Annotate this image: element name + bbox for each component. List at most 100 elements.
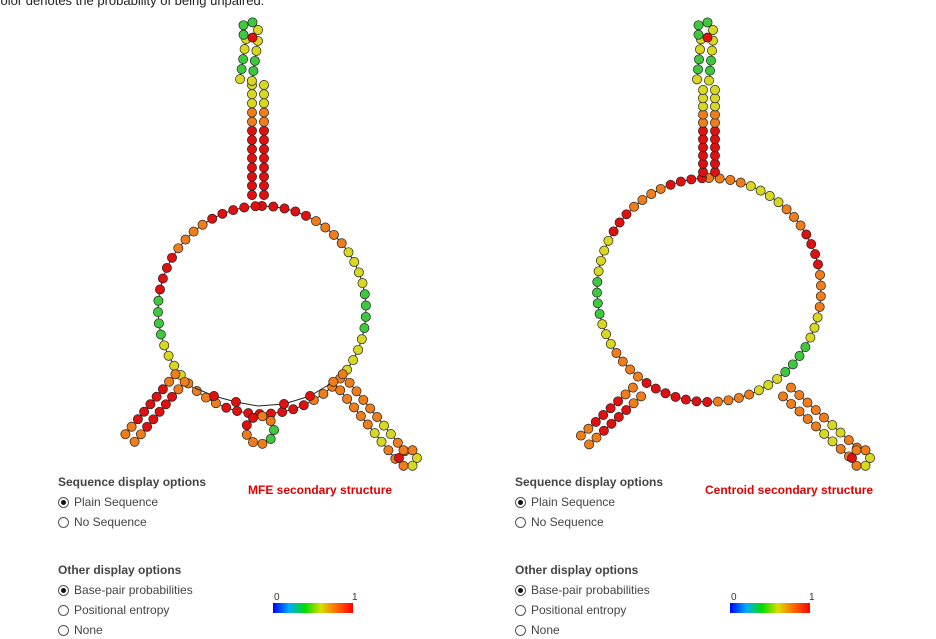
- nucleotide-node: [180, 234, 191, 245]
- centroid-structure-diagram: [575, 17, 875, 471]
- nucleotide-node: [247, 135, 257, 145]
- nucleotide-node: [733, 392, 744, 403]
- radio-checked-icon[interactable]: [58, 584, 69, 596]
- no-sequence-radio[interactable]: No Sequence: [58, 515, 147, 529]
- no-sequence-radio[interactable]: No Sequence: [515, 515, 604, 529]
- nucleotide-node: [605, 403, 616, 414]
- nucleotide-node: [786, 382, 796, 393]
- nucleotide-node: [207, 213, 218, 224]
- nucleotide-node: [815, 280, 826, 291]
- nucleotide-node: [704, 75, 714, 86]
- nucleotide-node: [356, 334, 367, 345]
- nucleotide-node: [259, 171, 269, 182]
- radio-unchecked-icon[interactable]: [58, 604, 69, 616]
- nucleotide-node: [592, 298, 603, 309]
- nucleotide-node: [238, 54, 249, 65]
- nucleotide-node: [167, 252, 177, 263]
- radio-checked-icon[interactable]: [515, 584, 526, 596]
- nucleotide-node: [810, 249, 821, 260]
- nucleotide-node: [360, 311, 371, 322]
- nucleotide-node: [305, 391, 315, 401]
- nucleotide-node: [860, 445, 871, 456]
- nucleotide-node: [606, 418, 617, 429]
- nucleotide-node: [692, 74, 702, 85]
- nucleotide-node: [247, 171, 257, 182]
- nucleotide-node: [815, 269, 825, 280]
- nucleotide-node: [247, 17, 258, 28]
- nucleotide-node: [154, 406, 165, 417]
- nucleotide-node: [801, 229, 812, 240]
- nucleotide-node: [277, 407, 288, 417]
- positional-entropy-radio[interactable]: Positional entropy: [515, 603, 626, 617]
- nucleotide-node: [680, 394, 691, 405]
- nucleotide-node: [814, 301, 825, 312]
- radio-unchecked-icon[interactable]: [515, 516, 526, 528]
- nucleotide-node: [259, 80, 269, 90]
- base-pair-probabilities-radio[interactable]: Base-pair probabilities: [515, 583, 650, 597]
- colorbar-max-label: 1: [809, 592, 815, 603]
- nucleotide-node: [603, 235, 614, 246]
- nucleotide-node: [157, 384, 168, 395]
- nucleotide-node: [802, 413, 813, 424]
- nucleotide-node: [827, 436, 838, 447]
- nucleotide-node: [592, 287, 602, 298]
- nucleotide-node: [593, 266, 604, 277]
- nucleotide-node: [710, 126, 720, 136]
- positional-entropy-radio[interactable]: Positional entropy: [58, 603, 169, 617]
- nucleotide-node: [344, 377, 355, 388]
- nucleotide-node: [708, 25, 718, 35]
- nucleotide-node: [169, 360, 180, 371]
- nucleotide-node: [819, 412, 829, 423]
- nucleotide-node: [247, 153, 257, 164]
- centroid-panel: Sequence display options Plain Sequence …: [457, 0, 925, 639]
- radio-unchecked-icon[interactable]: [515, 604, 526, 616]
- nucleotide-node: [120, 429, 131, 440]
- nucleotide-node: [745, 181, 756, 192]
- nucleotide-node: [691, 396, 702, 407]
- radio-checked-icon[interactable]: [515, 496, 526, 508]
- nucleotide-node: [241, 429, 252, 440]
- nucleotide-node: [698, 101, 708, 112]
- nucleotide-node: [247, 125, 257, 136]
- radio-unchecked-icon[interactable]: [58, 516, 69, 528]
- nucleotide-node: [298, 400, 309, 411]
- none-radio[interactable]: None: [58, 623, 103, 637]
- nucleotide-node: [655, 183, 666, 194]
- nucleotide-node: [320, 222, 331, 233]
- mfe-panel: Sequence display options Plain Sequence …: [58, 17, 422, 637]
- nucleotide-node: [247, 32, 258, 43]
- nucleotide-node: [725, 175, 736, 185]
- nucleotide-node: [369, 428, 380, 439]
- nucleotide-node: [710, 167, 720, 177]
- nucleotide-node: [290, 206, 301, 217]
- none-radio[interactable]: None: [515, 623, 560, 637]
- nucleotide-node: [161, 262, 172, 273]
- nucleotide-node: [789, 212, 799, 222]
- nucleotide-node: [621, 405, 632, 416]
- nucleotide-node: [248, 412, 258, 423]
- nucleotide-node: [359, 323, 370, 334]
- nucleotide-node: [179, 376, 190, 387]
- nucleotide-node: [675, 176, 686, 187]
- radio-checked-icon[interactable]: [58, 496, 69, 508]
- nucleotide-node: [257, 411, 268, 422]
- nucleotide-node: [336, 238, 347, 249]
- nucleotide-node: [744, 389, 755, 400]
- nucleotide-node: [710, 85, 720, 95]
- nucleotide-node: [235, 74, 246, 85]
- plain-sequence-radio[interactable]: Plain Sequence: [515, 495, 615, 509]
- nucleotide-node: [613, 412, 624, 422]
- nucleotide-node: [142, 421, 153, 432]
- nucleotide-node: [257, 438, 268, 449]
- nucleotide-node: [238, 29, 249, 40]
- nucleotide-node: [637, 195, 648, 205]
- nucleotide-node: [247, 98, 257, 109]
- radio-unchecked-icon[interactable]: [58, 624, 69, 636]
- base-pair-probabilities-radio[interactable]: Base-pair probabilities: [58, 583, 193, 597]
- nucleotide-node: [247, 180, 257, 191]
- backbone-line: [332, 381, 396, 460]
- nucleotide-node: [707, 45, 717, 56]
- radio-unchecked-icon[interactable]: [515, 624, 526, 636]
- plain-sequence-radio[interactable]: Plain Sequence: [58, 495, 158, 509]
- nucleotide-node: [629, 201, 640, 212]
